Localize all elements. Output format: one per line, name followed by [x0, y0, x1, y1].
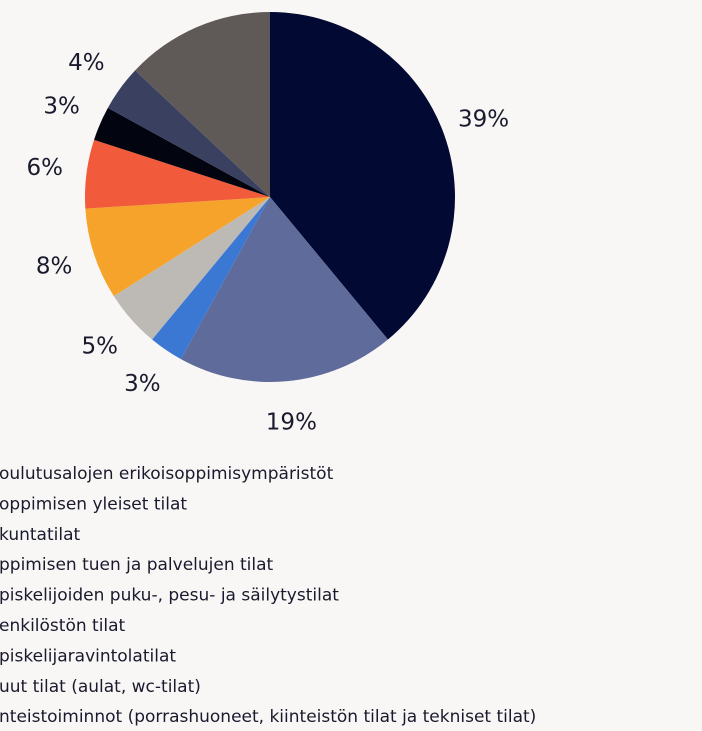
- pie-slice: [180, 197, 388, 382]
- legend-label: piskelijaravintolatilat: [0, 646, 176, 666]
- pie-slice: [107, 70, 270, 197]
- pie-slice: [85, 139, 271, 209]
- pie-slice: [85, 197, 271, 297]
- legend-label: oppimisen yleiset tilat: [0, 494, 187, 514]
- pie-slice: [270, 12, 456, 340]
- pie-slice: [135, 12, 270, 197]
- legend-label: piskelijoiden puku-, pesu- ja säilytysti…: [0, 586, 339, 606]
- data-label: 39%: [458, 107, 509, 133]
- pie-slice: [152, 197, 270, 360]
- data-label: 6%: [27, 155, 64, 181]
- pie-slice: [113, 197, 270, 340]
- data-label: 13%: [154, 0, 205, 1]
- data-label: 8%: [36, 254, 73, 280]
- legend-label: oulutusalojen erikoisoppimisympäristöt: [0, 464, 334, 484]
- legend-label: kuntatilat: [0, 525, 80, 545]
- legend-label: nteistoiminnot (porrashuoneet, kiinteist…: [0, 707, 536, 727]
- legend-label: uut tilat (aulat, wc-tilat): [0, 677, 201, 697]
- data-label: 3%: [43, 93, 80, 119]
- legend-label: enkilöstön tilat: [0, 616, 126, 636]
- data-label: 3%: [124, 371, 161, 397]
- data-label: 19%: [266, 409, 317, 435]
- pie-slice: [94, 107, 271, 197]
- data-label: 5%: [81, 334, 118, 360]
- data-label: 4%: [68, 50, 105, 76]
- legend-label: ppimisen tuen ja palvelujen tilat: [0, 555, 274, 575]
